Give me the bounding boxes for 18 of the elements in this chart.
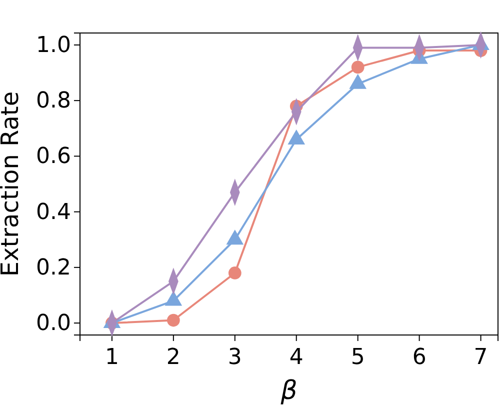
y-tick-label: 0.6: [36, 144, 71, 170]
x-tick-label: 1: [104, 344, 119, 370]
y-axis-title: Extraction Rate: [0, 91, 24, 277]
y-tick-label: 1.0: [36, 33, 71, 58]
x-tick-label: 5: [350, 344, 365, 370]
x-tick-label: 4: [289, 344, 304, 370]
x-tick-label: 3: [228, 344, 242, 370]
x-tick-label: 2: [166, 344, 180, 370]
point: [167, 314, 180, 327]
y-tick-label: 0.2: [36, 255, 71, 280]
y-tick-label: 0.8: [36, 88, 71, 114]
x-axis-title: β: [280, 376, 298, 406]
x-tick-label: 7: [474, 344, 488, 370]
point: [351, 60, 364, 74]
point: [228, 266, 242, 280]
y-tick-label: 0.0: [36, 311, 71, 336]
y-tick-label: 0.4: [36, 200, 71, 225]
x-tick-label: 6: [412, 344, 426, 370]
